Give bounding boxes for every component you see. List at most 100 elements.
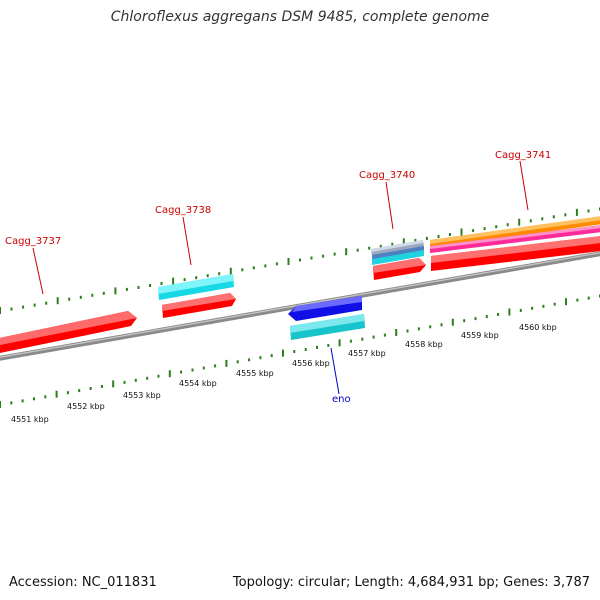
outer-scale-minor-tick (264, 264, 267, 268)
inner-scale-major-tick (225, 359, 228, 367)
outer-scale-minor-tick (472, 229, 475, 233)
gene-arrow-cagg-3740[interactable] (373, 258, 426, 280)
gene-arrow-eno[interactable] (288, 296, 362, 321)
inner-scale-minor-tick (100, 385, 103, 388)
outer-scale-minor-tick (241, 268, 244, 272)
outer-scale-minor-tick (252, 266, 255, 270)
inner-scale-minor-tick (417, 327, 420, 331)
inner-scale-minor-tick (44, 395, 47, 399)
inner-scale-major-tick (168, 370, 171, 378)
inner-tick-scale (0, 294, 600, 408)
inner-scale-minor-tick (485, 315, 488, 319)
inner-scale-minor-tick (10, 401, 13, 405)
map-title: Chloroflexus aggregans DSM 9485, complet… (110, 9, 490, 25)
inner-scale-major-tick (338, 339, 341, 347)
gene-arrow-cagg-3741[interactable] (431, 235, 600, 271)
inner-scale-minor-tick (293, 350, 296, 353)
outer-scale-minor-tick (10, 307, 13, 311)
inner-scale-minor-tick (146, 376, 149, 380)
outer-scale-minor-tick (356, 248, 359, 252)
outer-scale-minor-tick (437, 235, 440, 238)
inner-scale-major-tick (112, 380, 115, 388)
inner-scale-minor-tick (66, 391, 69, 395)
outer-scale-minor-tick (310, 256, 313, 260)
gene-arrow-cyan-1[interactable] (158, 274, 234, 300)
outer-scale-minor-tick (541, 217, 544, 221)
inner-scale-minor-tick (542, 304, 545, 308)
scale-label-4553: 4553 kbp (123, 391, 161, 400)
inner-scale-minor-tick (21, 399, 24, 403)
gene-arrow-cyan-3[interactable] (290, 314, 365, 340)
inner-scale-minor-tick (157, 374, 160, 378)
inner-scale-minor-tick (33, 397, 35, 401)
leader-eno (330, 347, 340, 395)
gene-arrow-steelblue[interactable] (372, 246, 424, 260)
inner-scale-major-tick (451, 318, 454, 326)
inner-scale-minor-tick (576, 298, 579, 302)
outer-scale-minor-tick (368, 246, 371, 250)
outer-scale-minor-tick (333, 252, 336, 256)
inner-scale-minor-tick (440, 323, 443, 327)
outer-scale-minor-tick (91, 293, 94, 297)
inner-scale-major-tick (565, 298, 567, 306)
outer-scale-minor-tick (414, 238, 417, 242)
outer-scale-minor-tick (564, 213, 567, 217)
inner-scale-minor-tick (429, 325, 432, 329)
outer-scale-major-tick (518, 218, 521, 226)
inner-scale-minor-tick (134, 378, 137, 382)
inner-scale-minor-tick (406, 329, 409, 333)
gene-arrow-cagg-3737[interactable] (0, 311, 137, 355)
scale-label-4557: 4557 kbp (348, 349, 386, 358)
inner-scale-minor-tick (180, 370, 183, 374)
outer-scale-minor-tick (22, 305, 25, 309)
outer-scale-major-tick (575, 208, 578, 216)
gene-arrow-orange[interactable] (430, 215, 600, 248)
scale-label-4560: 4560 kbp (519, 323, 557, 332)
inner-scale-minor-tick (553, 302, 556, 306)
inner-scale-minor-tick (236, 360, 239, 364)
inner-scale-minor-tick (270, 354, 273, 358)
inner-scale-minor-tick (531, 306, 534, 310)
gene-arrow-cagg-3738[interactable] (162, 293, 236, 318)
gene-arrow-gray[interactable] (371, 240, 424, 256)
scale-label-4554: 4554 kbp (179, 379, 217, 388)
gene-arrow-cyan-2[interactable] (372, 250, 424, 265)
outer-scale-minor-tick (483, 227, 486, 231)
inner-scale-minor-tick (361, 337, 364, 341)
outer-scale-major-tick (345, 248, 348, 256)
inner-scale-major-tick (282, 349, 284, 357)
outer-scale-minor-tick (125, 287, 128, 291)
label-cagg-3737: Cagg_3737 (5, 236, 61, 247)
inner-scale-minor-tick (78, 389, 81, 393)
outer-scale-minor-tick (529, 219, 532, 223)
outer-scale-minor-tick (102, 291, 105, 295)
outer-scale-major-tick (0, 307, 1, 314)
scale-label-4555: 4555 kbp (236, 369, 274, 378)
outer-scale-minor-tick (391, 242, 394, 246)
outer-scale-minor-tick (68, 297, 71, 301)
outer-scale-minor-tick (33, 303, 36, 307)
outer-scale-major-tick (229, 267, 232, 275)
label-eno: eno (332, 394, 351, 405)
gene-arrow-pink[interactable] (430, 224, 600, 253)
inner-scale-major-tick (395, 329, 398, 336)
scale-label-4559: 4559 kbp (461, 331, 499, 340)
outer-scale-minor-tick (45, 301, 48, 305)
genome-backbone-highlight (0, 252, 600, 358)
label-cagg-3738: Cagg_3738 (155, 205, 211, 216)
outer-scale-major-tick (172, 277, 175, 285)
inner-scale-minor-tick (214, 364, 217, 368)
outer-scale-major-tick (114, 287, 117, 295)
inner-scale-major-tick (0, 401, 1, 408)
inner-scale-minor-tick (202, 366, 205, 370)
outer-scale-minor-tick (275, 262, 278, 266)
inner-scale-minor-tick (519, 308, 522, 312)
inner-scale-minor-tick (327, 343, 330, 347)
outer-scale-minor-tick (495, 225, 498, 229)
inner-scale-minor-tick (248, 358, 251, 362)
outer-scale-minor-tick (183, 278, 186, 282)
scale-label-4552: 4552 kbp (67, 402, 105, 411)
inner-scale-minor-tick (304, 348, 307, 351)
